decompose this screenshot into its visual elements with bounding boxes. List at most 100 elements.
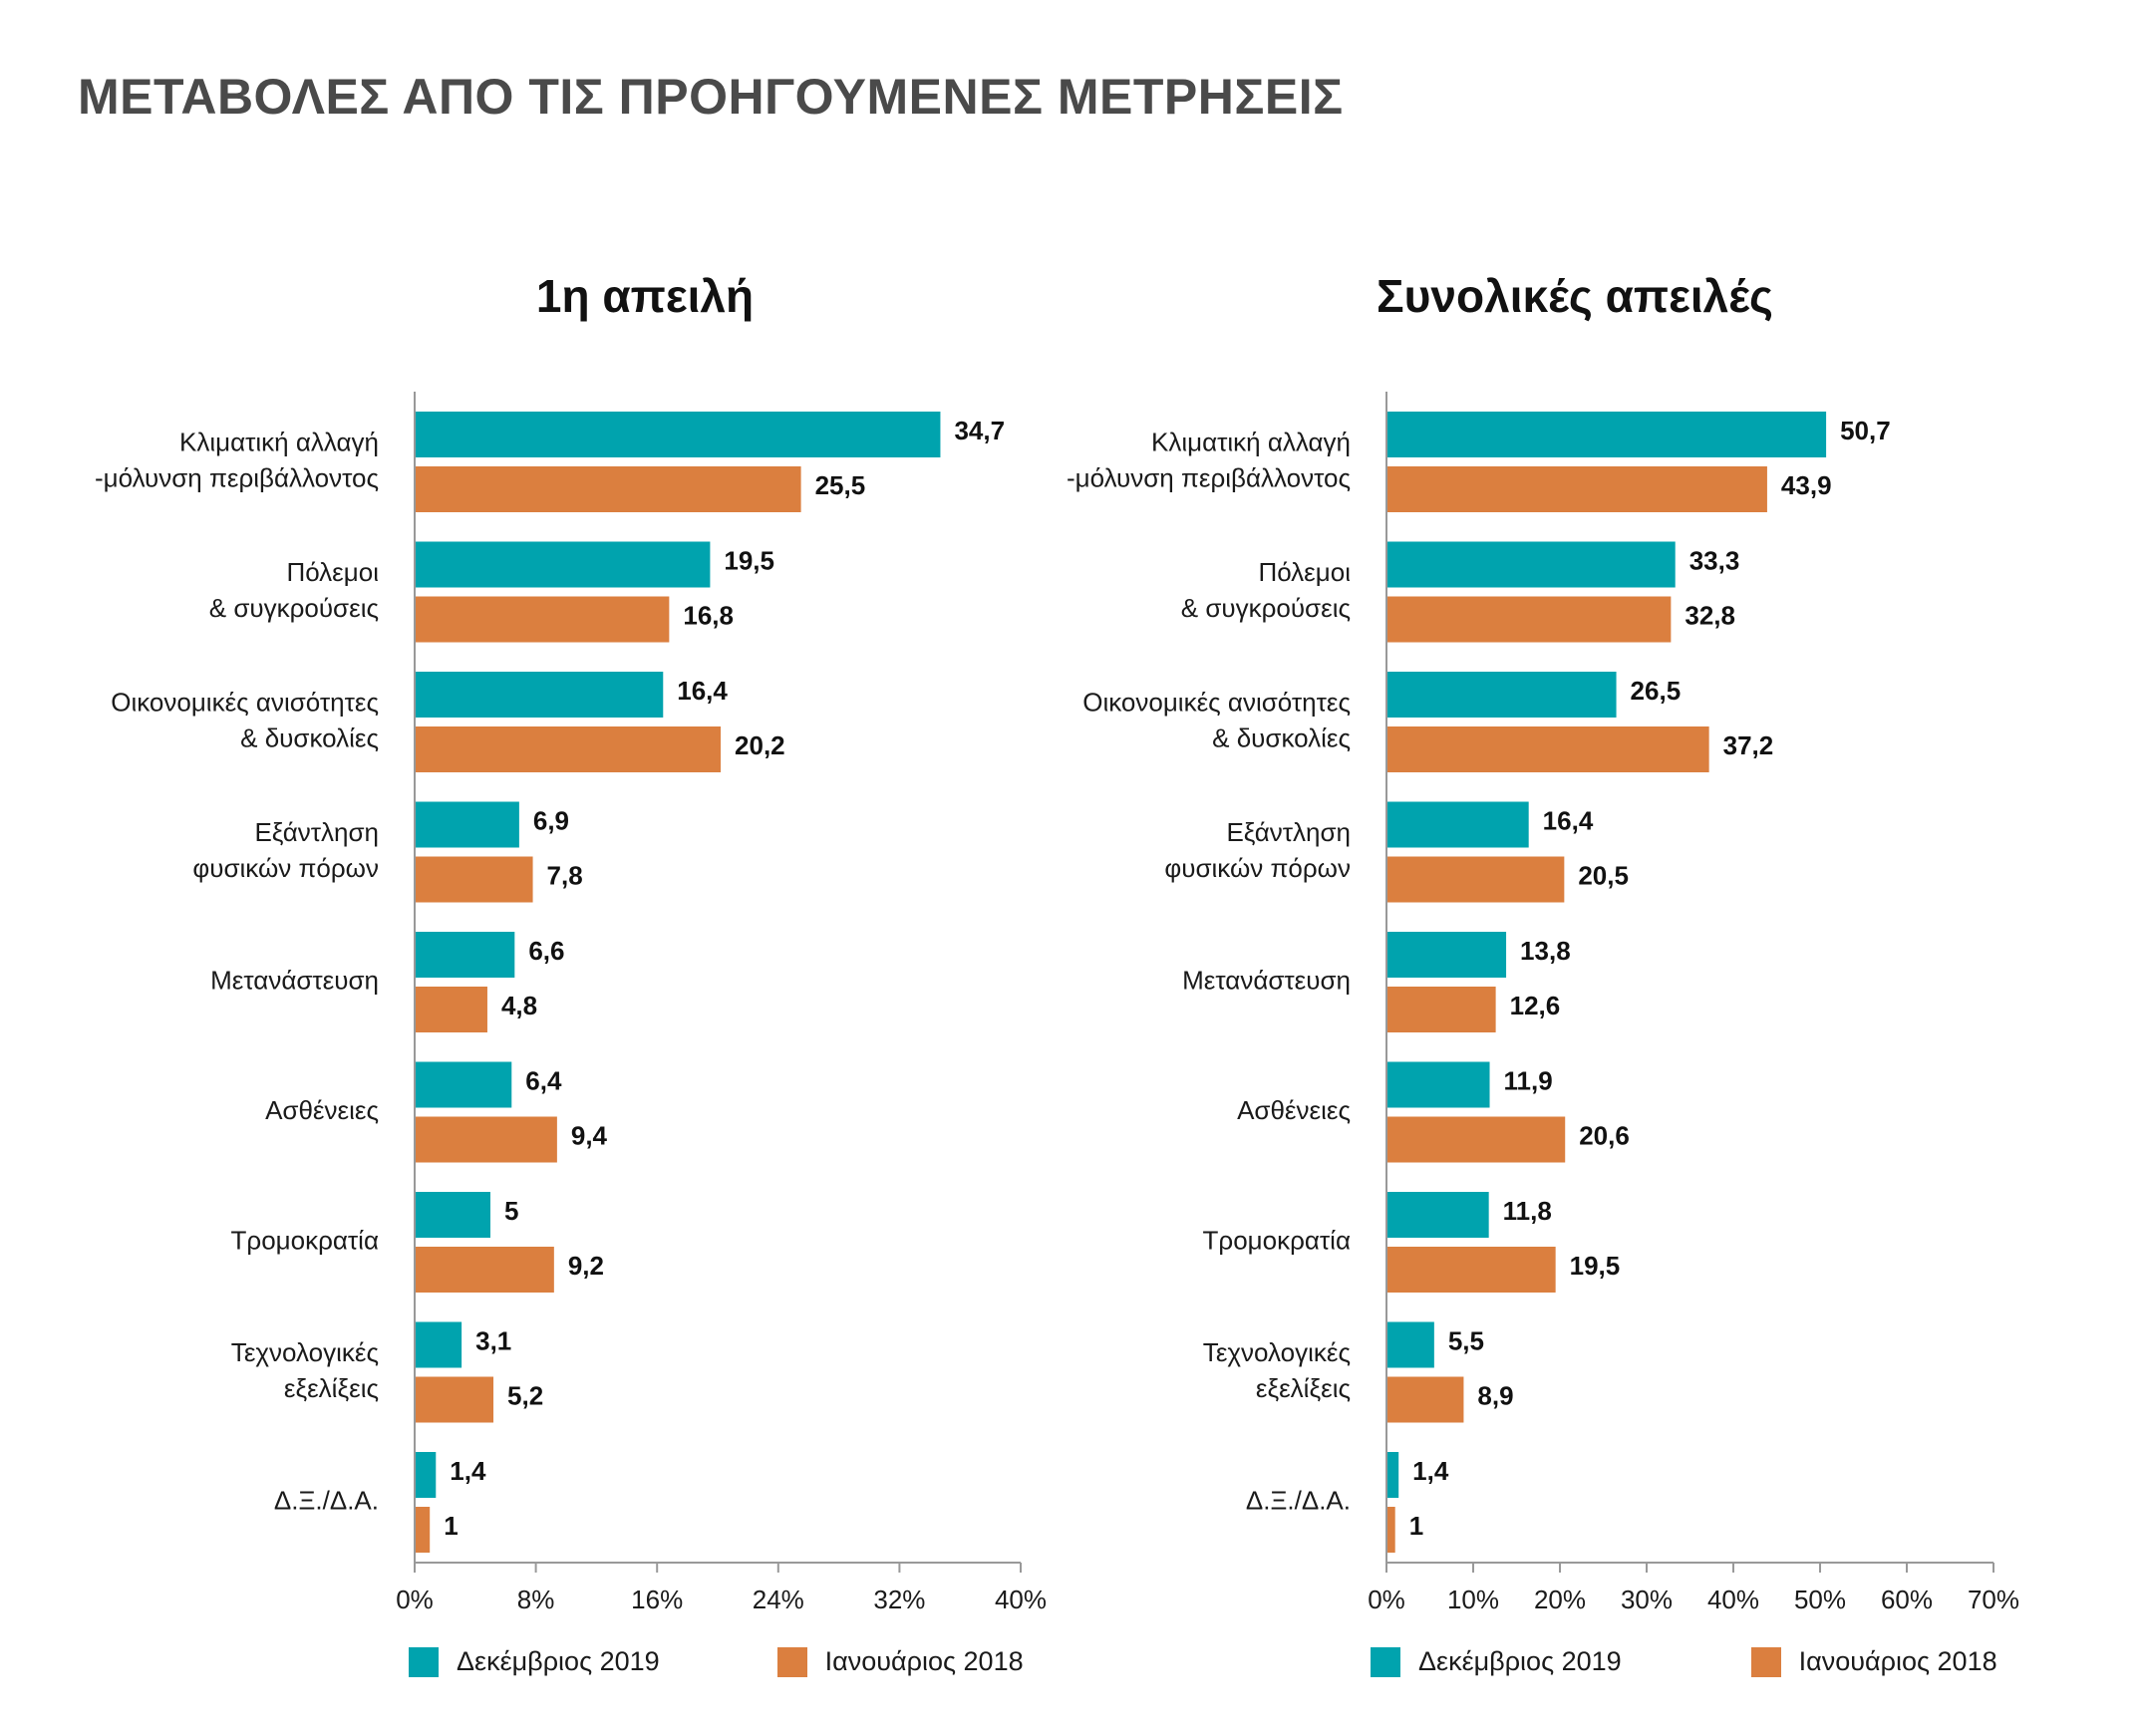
data-label: 20,6 — [1579, 1120, 1630, 1150]
data-label: 5,5 — [1448, 1325, 1484, 1355]
data-label: 19,5 — [1570, 1251, 1621, 1281]
category-label: Τεχνολογικές — [1203, 1337, 1351, 1367]
data-label: 1,4 — [1412, 1456, 1449, 1486]
data-label: 9,2 — [568, 1251, 604, 1281]
x-tick-label: 0% — [396, 1585, 434, 1614]
x-tick-label: 24% — [753, 1585, 804, 1614]
page-title: ΜΕΤΑΒΟΛΕΣ ΑΠΟ ΤΙΣ ΠΡΟΗΓΟΥΜΕΝΕΣ ΜΕΤΡΗΣΕΙΣ — [78, 69, 1344, 125]
data-label: 7,8 — [547, 860, 583, 890]
category-label: Οικονομικές ανισότητες — [1082, 687, 1351, 717]
legend-item-series2: Ιανουάριος 2018 — [776, 1646, 1024, 1677]
bar-series2 — [416, 726, 722, 772]
category-label: Μετανάστευση — [1182, 965, 1351, 995]
bar-series2 — [1387, 1507, 1395, 1553]
bar-series1 — [416, 1192, 490, 1238]
data-label: 11,8 — [1503, 1196, 1552, 1226]
bar-series1 — [416, 1452, 437, 1498]
bar-series1 — [1387, 672, 1617, 718]
bar-series1 — [416, 1061, 512, 1108]
data-label: 12,6 — [1510, 991, 1561, 1020]
bar-series2 — [416, 596, 670, 643]
data-label: 13,8 — [1520, 936, 1571, 966]
data-label: 16,4 — [677, 676, 728, 706]
x-tick-label: 8% — [517, 1585, 555, 1614]
data-label: 19,5 — [724, 545, 774, 575]
category-label: Δ.Ξ./Δ.Α. — [274, 1485, 379, 1515]
data-label: 16,8 — [683, 600, 734, 630]
legend-label-series2: Ιανουάριος 2018 — [824, 1646, 1024, 1676]
category-label: & συγκρούσεις — [1181, 593, 1351, 623]
bar-series2 — [416, 1247, 554, 1293]
data-label: 20,5 — [1578, 860, 1629, 890]
bar-series1 — [416, 412, 941, 457]
data-label: 6,9 — [533, 805, 569, 835]
x-tick-label: 30% — [1621, 1585, 1673, 1614]
legend-label-series1: Δεκέμβριος 2019 — [1418, 1646, 1622, 1676]
bar-series1 — [1387, 1321, 1434, 1368]
x-tick-label: 40% — [1707, 1585, 1759, 1614]
data-label: 1 — [1409, 1511, 1423, 1541]
data-label: 33,3 — [1689, 545, 1740, 575]
chart-left-title: 1η απειλή — [535, 270, 755, 322]
data-label: 20,2 — [735, 730, 785, 760]
bar-series1 — [416, 1321, 462, 1368]
category-label: Πόλεμοι — [286, 557, 379, 587]
legend-label-series2: Ιανουάριος 2018 — [1798, 1646, 1997, 1676]
x-tick-label: 70% — [1968, 1585, 2019, 1614]
x-tick-label: 16% — [631, 1585, 683, 1614]
bar-series1 — [1387, 541, 1676, 588]
data-label: 16,4 — [1543, 805, 1594, 835]
bar-series1 — [416, 932, 515, 978]
category-label: Τεχνολογικές — [231, 1337, 379, 1367]
x-tick-label: 60% — [1881, 1585, 1933, 1614]
bar-series2 — [1387, 1376, 1464, 1423]
legend-item-series2: Ιανουάριος 2018 — [1750, 1646, 1997, 1677]
category-label: εξελίξεις — [284, 1373, 379, 1403]
category-label: Οικονομικές ανισότητες — [111, 687, 379, 717]
category-label: εξελίξεις — [1256, 1373, 1351, 1403]
legend-label-series1: Δεκέμβριος 2019 — [457, 1646, 660, 1676]
bar-series2 — [416, 1507, 431, 1553]
data-label: 11,9 — [1504, 1065, 1553, 1095]
data-label: 25,5 — [815, 470, 866, 500]
bar-series1 — [1387, 412, 1827, 457]
bar-series1 — [416, 541, 711, 588]
category-label: -μόλυνση περιβάλλοντος — [95, 462, 379, 492]
category-label: φυσικών πόρων — [192, 853, 379, 883]
category-label: Κλιματική αλλαγή — [179, 427, 379, 456]
category-label: Δ.Ξ./Δ.Α. — [1246, 1485, 1351, 1515]
bar-series2 — [1387, 987, 1496, 1032]
bar-series2 — [1387, 726, 1709, 772]
legend-swatch-series2 — [1750, 1646, 1781, 1677]
category-label: & συγκρούσεις — [209, 593, 379, 623]
bar-series1 — [416, 672, 664, 718]
bar-series1 — [1387, 932, 1507, 978]
x-tick-label: 20% — [1534, 1585, 1586, 1614]
category-label: Εξάντληση — [254, 817, 379, 847]
bar-series2 — [416, 1116, 557, 1163]
category-label: & δυσκολίες — [240, 723, 379, 752]
category-label: φυσικών πόρων — [1164, 853, 1351, 883]
legend-item-series1: Δεκέμβριος 2019 — [1371, 1646, 1622, 1677]
chart-left-legend: Δεκέμβριος 2019 Ιανουάριος 2018 — [409, 1646, 1083, 1677]
bar-series2 — [416, 466, 801, 512]
category-label: Εξάντληση — [1226, 817, 1351, 847]
category-label: -μόλυνση περιβάλλοντος — [1067, 462, 1351, 492]
x-tick-label: 0% — [1368, 1585, 1405, 1614]
bar-series1 — [1387, 1192, 1489, 1238]
bar-series2 — [1387, 856, 1565, 903]
data-label: 6,6 — [528, 936, 564, 966]
data-label: 8,9 — [1477, 1380, 1513, 1410]
data-label: 37,2 — [1723, 730, 1774, 760]
data-label: 5 — [504, 1196, 518, 1226]
x-tick-label: 40% — [995, 1585, 1047, 1614]
bar-series2 — [1387, 466, 1767, 512]
x-tick-label: 32% — [873, 1585, 925, 1614]
chart-right-legend: Δεκέμβριος 2019 Ιανουάριος 2018 — [1371, 1646, 2057, 1677]
category-label: & δυσκολίες — [1212, 723, 1351, 752]
data-label: 1 — [444, 1511, 458, 1541]
chart-right-title: Συνολικές απειλές — [1377, 270, 1773, 322]
bar-series2 — [416, 856, 533, 903]
